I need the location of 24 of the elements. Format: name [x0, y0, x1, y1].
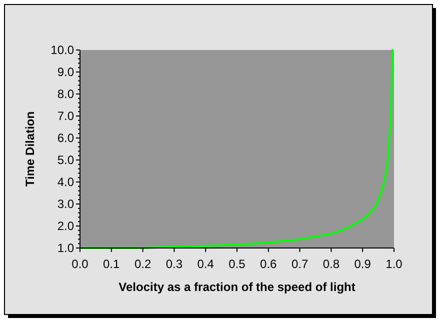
x-tick-label: 0.1: [103, 257, 120, 271]
x-tick-label: 0.8: [322, 257, 340, 271]
x-tick-label: 0.2: [134, 257, 152, 271]
y-tick-label: 9.0: [57, 65, 74, 80]
line-series: [79, 49, 394, 249]
x-tick-label: 0.4: [197, 257, 214, 271]
y-tick-label: 7.0: [57, 109, 74, 124]
x-tick-label: 0.3: [166, 257, 183, 271]
x-tick-label: 0.5: [228, 257, 246, 271]
y-tick-label: 3.0: [57, 197, 74, 212]
y-tick-label: 1.0: [57, 241, 74, 256]
x-axis-title: Velocity as a fraction of the speed of light: [118, 280, 356, 294]
x-tick-label: 0.7: [291, 257, 308, 271]
x-tick-label: 0.9: [354, 257, 372, 271]
y-tick-label: 4.0: [57, 175, 74, 190]
x-tick-label: 1.0: [386, 257, 403, 271]
y-tick-label: 2.0: [57, 219, 74, 234]
y-tick-label: 6.0: [57, 131, 74, 146]
x-tick-label: 0.0: [72, 257, 89, 271]
y-tick-label: 10.0: [50, 43, 74, 58]
x-tick-label: 0.6: [260, 257, 278, 271]
y-tick-label: 8.0: [57, 87, 74, 102]
y-axis-title: Time Dilation: [23, 111, 37, 187]
y-tick-label: 5.0: [57, 153, 74, 168]
